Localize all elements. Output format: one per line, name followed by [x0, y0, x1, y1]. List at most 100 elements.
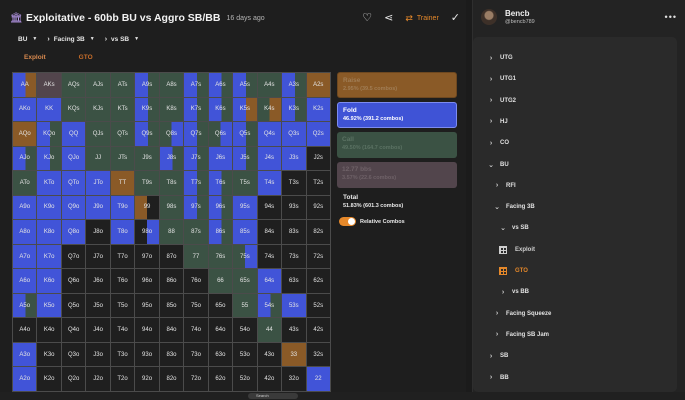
hand-cell[interactable]: A7s — [184, 73, 208, 97]
hand-cell[interactable]: J5s — [233, 146, 257, 171]
tab-gto[interactable]: GTO — [78, 54, 93, 61]
hand-cell[interactable]: T8s — [159, 171, 184, 195]
hand-cell[interactable]: 54o — [233, 318, 257, 342]
tree-item-bb[interactable]: › BB — [485, 372, 509, 384]
hand-cell[interactable]: K8s — [159, 97, 184, 122]
hand-cell[interactable]: QTo — [61, 171, 86, 195]
tree-item-utg2[interactable]: › UTG2 — [485, 95, 516, 107]
hand-cell[interactable]: 99 — [135, 195, 159, 220]
hand-cell[interactable]: 65s — [233, 269, 257, 293]
hand-cell[interactable]: 74s — [257, 244, 282, 269]
tree-item-facing-sb-jam[interactable]: › Facing SB Jam — [491, 329, 549, 341]
legend-raise[interactable]: Raise 2.95% (39.5 combos) — [337, 72, 457, 98]
hand-cell[interactable]: A3s — [282, 73, 306, 97]
hand-cell[interactable]: 64s — [257, 269, 282, 293]
tree-item-sb[interactable]: › SB — [485, 350, 509, 362]
hand-cell[interactable]: 76o — [184, 269, 208, 293]
hand-cell[interactable]: J7s — [184, 146, 208, 171]
avatar[interactable] — [481, 9, 497, 25]
hand-cell[interactable]: A9o — [13, 195, 37, 220]
hand-cell[interactable]: J9s — [135, 146, 159, 171]
hand-cell[interactable]: 33 — [282, 342, 306, 367]
hand-cell[interactable]: K2s — [306, 97, 330, 122]
hand-cell[interactable]: T6o — [110, 269, 135, 293]
hand-cell[interactable]: Q6s — [208, 122, 233, 146]
hand-cell[interactable]: 86o — [159, 269, 184, 293]
hand-cell[interactable]: A4s — [257, 73, 282, 97]
hand-cell[interactable]: 85o — [159, 293, 184, 318]
hand-cell[interactable]: Q2o — [61, 367, 86, 391]
legend-jam[interactable]: 12.77 bbs 3.57% (22.6 combos) — [337, 162, 457, 188]
hand-cell[interactable]: J3s — [282, 146, 306, 171]
hand-cell[interactable]: A2s — [306, 73, 330, 97]
hand-cell[interactable]: 92s — [306, 195, 330, 220]
hand-cell[interactable]: K8o — [37, 220, 61, 244]
hand-cell[interactable]: KJo — [37, 146, 61, 171]
hand-cell[interactable]: 43s — [282, 318, 306, 342]
hand-cell[interactable]: A4o — [13, 318, 37, 342]
hand-cell[interactable]: AA — [13, 73, 37, 97]
hand-cell[interactable]: 72s — [306, 244, 330, 269]
hand-cell[interactable]: K3s — [282, 97, 306, 122]
hand-cell[interactable]: A3o — [13, 342, 37, 367]
hand-cell[interactable]: Q2s — [306, 122, 330, 146]
hand-cell[interactable]: A6s — [208, 73, 233, 97]
tree-item-bu[interactable]: ⌄ BU — [485, 159, 509, 171]
hand-cell[interactable]: 88 — [159, 220, 184, 244]
hand-cell[interactable]: T2o — [110, 367, 135, 391]
hand-cell[interactable]: TT — [110, 171, 135, 195]
hand-cell[interactable]: KTo — [37, 171, 61, 195]
tree-item-rfi[interactable]: › RFI — [491, 180, 516, 192]
hand-cell[interactable]: KQo — [37, 122, 61, 146]
hand-cell[interactable]: K3o — [37, 342, 61, 367]
hand-cell[interactable]: 44 — [257, 318, 282, 342]
hand-cell[interactable]: T8o — [110, 220, 135, 244]
hand-cell[interactable]: 53o — [233, 342, 257, 367]
hand-cell[interactable]: 87o — [159, 244, 184, 269]
hand-cell[interactable]: 86s — [208, 220, 233, 244]
hand-cell[interactable]: Q6o — [61, 269, 86, 293]
hand-cell[interactable]: K7o — [37, 244, 61, 269]
hand-cell[interactable]: 77 — [184, 244, 208, 269]
hand-cell[interactable]: K5s — [233, 97, 257, 122]
hand-cell[interactable]: KK — [37, 97, 61, 122]
hand-cell[interactable]: 94s — [257, 195, 282, 220]
hand-cell[interactable]: J6o — [86, 269, 110, 293]
hand-cell[interactable]: 65o — [208, 293, 233, 318]
position-select[interactable]: BU ▼ — [18, 36, 37, 43]
hand-cell[interactable]: 83o — [159, 342, 184, 367]
hand-cell[interactable]: Q5o — [61, 293, 86, 318]
hand-cell[interactable]: 32o — [282, 367, 306, 391]
hand-cell[interactable]: 62s — [306, 269, 330, 293]
hand-cell[interactable]: QJo — [61, 146, 86, 171]
hand-cell[interactable]: 52s — [306, 293, 330, 318]
hand-cell[interactable]: J9o — [86, 195, 110, 220]
hand-cell[interactable]: 72o — [184, 367, 208, 391]
hand-cell[interactable]: K7s — [184, 97, 208, 122]
hand-cell[interactable]: 82s — [306, 220, 330, 244]
hand-cell[interactable]: 63s — [282, 269, 306, 293]
hand-cell[interactable]: T9s — [135, 171, 159, 195]
hand-cell[interactable]: K9s — [135, 97, 159, 122]
hand-cell[interactable]: T7o — [110, 244, 135, 269]
tree-item-facing-squeeze[interactable]: › Facing Squeeze — [491, 308, 552, 320]
hand-cell[interactable]: 93o — [135, 342, 159, 367]
hand-cell[interactable]: 95o — [135, 293, 159, 318]
hand-cell[interactable]: ATs — [110, 73, 135, 97]
hand-cell[interactable]: T2s — [306, 171, 330, 195]
tree-item-gto[interactable]: GTO — [499, 265, 528, 277]
hand-cell[interactable]: K6s — [208, 97, 233, 122]
hand-cell[interactable]: A9s — [135, 73, 159, 97]
hand-cell[interactable]: QTs — [110, 122, 135, 146]
hand-cell[interactable]: 98o — [135, 220, 159, 244]
hand-cell[interactable]: 96s — [208, 195, 233, 220]
hand-cell[interactable]: T7s — [184, 171, 208, 195]
hand-cell[interactable]: AQo — [13, 122, 37, 146]
hand-cell[interactable]: 97s — [184, 195, 208, 220]
hand-cell[interactable]: K4s — [257, 97, 282, 122]
hand-cell[interactable]: T3o — [110, 342, 135, 367]
hand-cell[interactable]: KTs — [110, 97, 135, 122]
hand-cell[interactable]: Q5s — [233, 122, 257, 146]
hand-cell[interactable]: A7o — [13, 244, 37, 269]
hand-cell[interactable]: 75s — [233, 244, 257, 269]
